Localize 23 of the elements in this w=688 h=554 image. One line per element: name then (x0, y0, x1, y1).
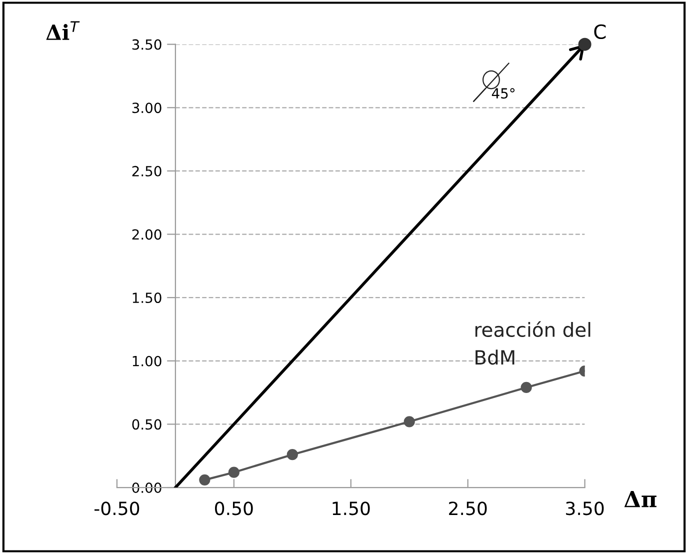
point (520, 382, 532, 394)
x-tick-label: 0.50 (215, 502, 253, 516)
point (578, 38, 592, 51)
point (404, 416, 415, 428)
y-axis-title: Δi$^{T}$ (46, 21, 80, 40)
x-tick-label: 2.50 (449, 502, 487, 516)
x-tick-label: 3.50 (566, 502, 604, 516)
point (228, 466, 240, 478)
annotation: 45° (492, 88, 515, 99)
y-tick-label: 1.00 (132, 356, 162, 366)
y-tick-label: 0.50 (132, 419, 162, 430)
x-tick-label: -0.50 (94, 502, 140, 516)
point (286, 449, 298, 460)
x-tick-label: 1.50 (332, 502, 370, 516)
annotation: C (594, 24, 606, 40)
y-tick-label: 1.50 (132, 292, 162, 304)
y-tick-label: 2.00 (132, 229, 162, 240)
y-tick-label: 3.00 (132, 102, 162, 114)
series-label: reacción del BdM (475, 321, 590, 365)
y-tick-label: 3.50 (132, 39, 162, 50)
y-tick-label: 2.50 (132, 166, 162, 176)
point (199, 474, 210, 486)
x-axis-title: Δπ (624, 490, 656, 508)
